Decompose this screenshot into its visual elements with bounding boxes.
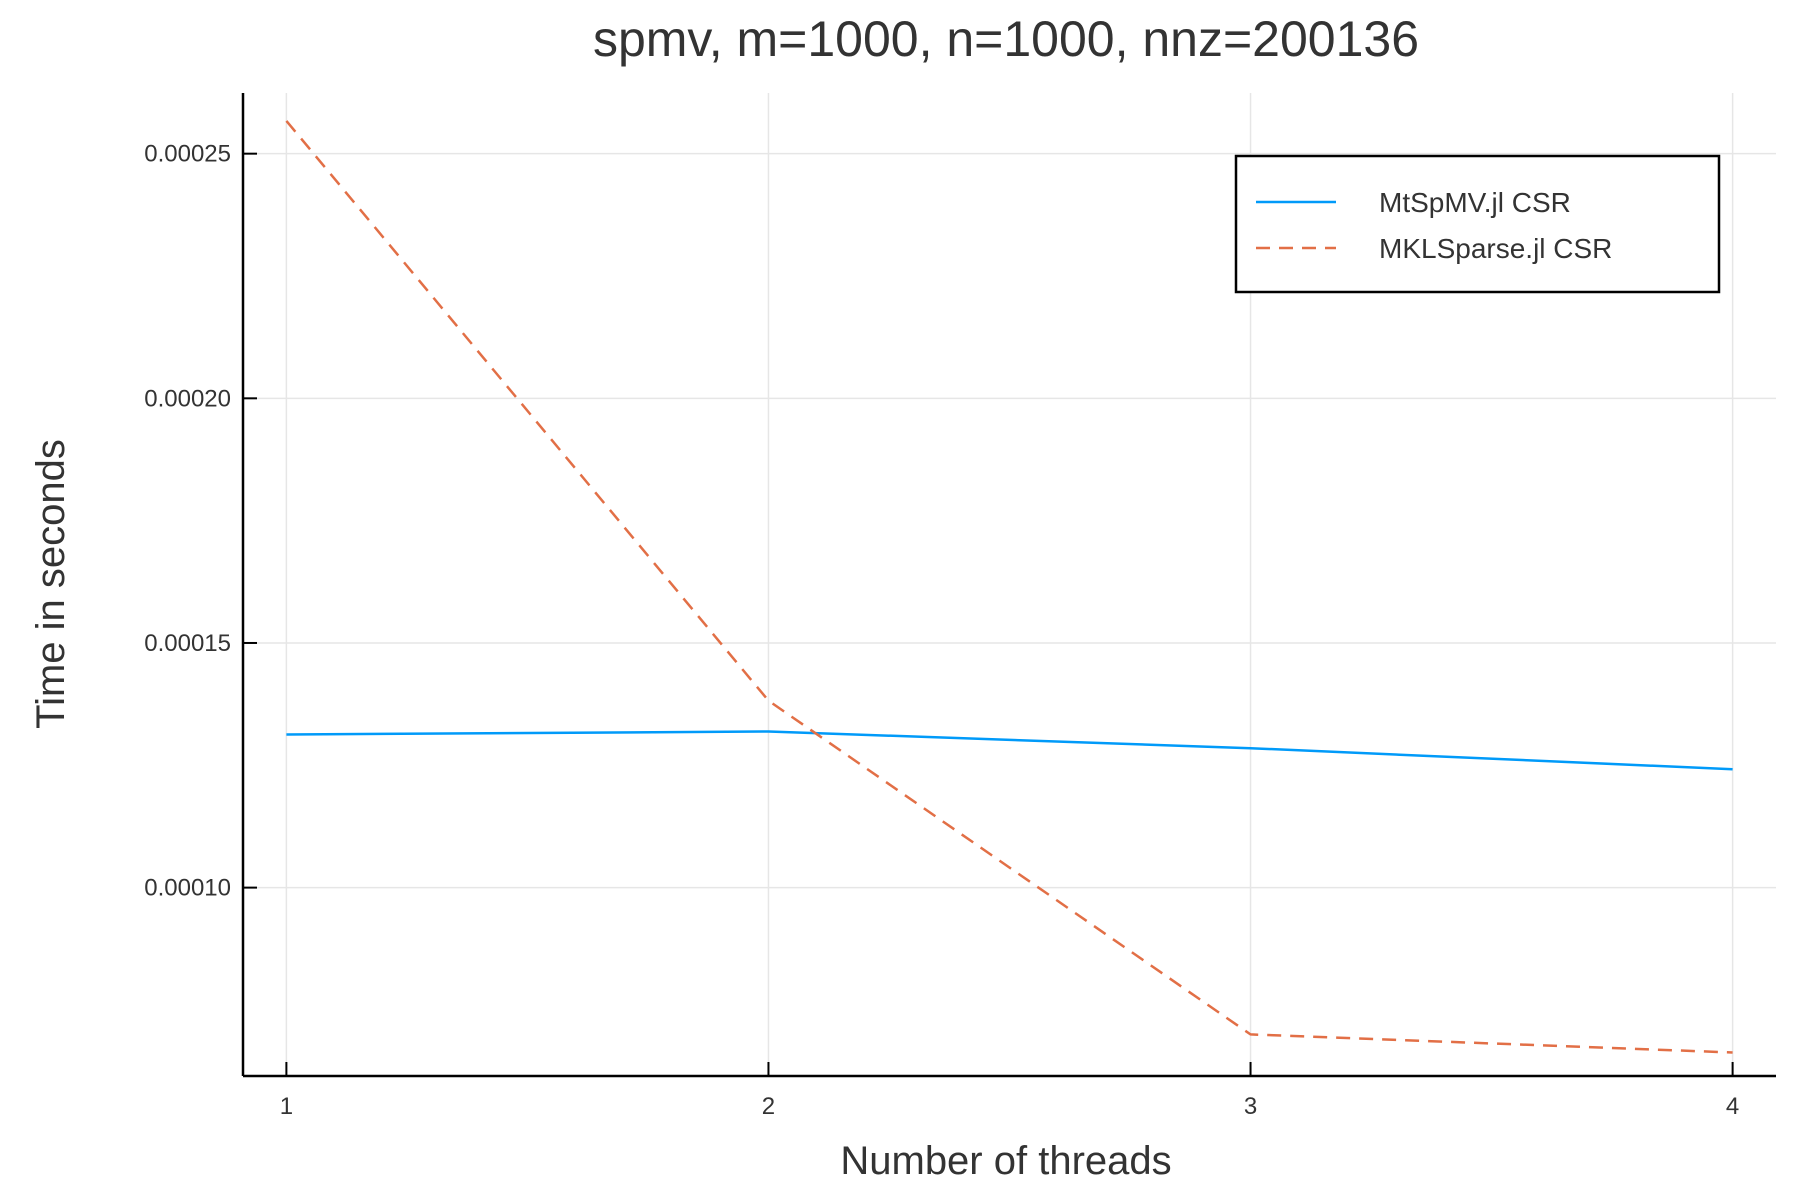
y-tick-label: 0.00015: [144, 630, 231, 657]
chart-title: spmv, m=1000, n=1000, nnz=200136: [593, 11, 1419, 67]
series-lines: [285, 120, 1733, 1054]
x-axis-label: Number of threads: [840, 1139, 1171, 1183]
legend: MtSpMV.jl CSR MKLSparse.jl CSR: [1234, 154, 1721, 294]
series-line-mtspmv-jl-csr: [286, 730, 1733, 771]
legend-label: MKLSparse.jl CSR: [1379, 233, 1612, 264]
x-tick-label: 4: [1726, 1093, 1739, 1120]
x-tick-label: 1: [280, 1093, 293, 1120]
series-line-mklsparse-jl-csr: [285, 120, 1733, 1054]
y-tick-label: 0.00025: [144, 141, 231, 168]
legend-label: MtSpMV.jl CSR: [1379, 187, 1571, 218]
y-tick-label: 0.00010: [144, 875, 231, 902]
y-axis-label: Time in seconds: [29, 439, 73, 729]
x-tick-label: 3: [1244, 1093, 1257, 1120]
x-axis-ticks: 1 2 3 4: [280, 1062, 1739, 1120]
y-axis-ticks: 0.00010 0.00015 0.00020 0.00025: [144, 141, 257, 902]
axes: [241, 93, 1776, 1078]
x-tick-label: 2: [762, 1093, 775, 1120]
y-tick-label: 0.00020: [144, 385, 231, 412]
legend-box: [1234, 154, 1721, 294]
